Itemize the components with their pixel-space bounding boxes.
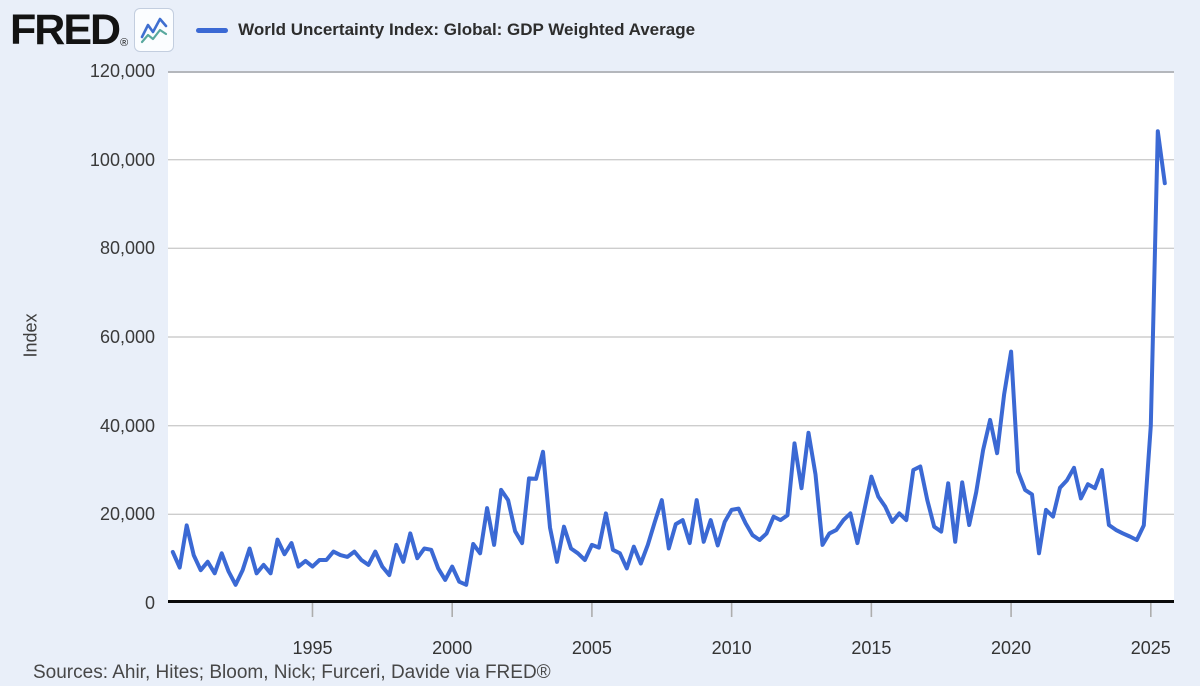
registered-trademark: ® (120, 37, 129, 49)
x-tick-label: 2020 (991, 638, 1032, 658)
series-title[interactable]: World Uncertainty Index: Global: GDP Wei… (238, 20, 696, 39)
series-line-chart (168, 71, 1174, 617)
x-tick-label: 2000 (432, 638, 473, 658)
x-tick-label: 2015 (851, 638, 892, 658)
y-tick-label: 0 (144, 593, 155, 613)
y-tick-label: 40,000 (99, 415, 155, 436)
x-tick-label: 2010 (711, 638, 752, 658)
fred-sparkline-icon (134, 8, 175, 52)
chart-plot-area[interactable] (168, 71, 1174, 617)
x-tick-label: 1995 (292, 638, 333, 658)
y-tick-label: 20,000 (99, 504, 155, 525)
sources-text: Sources: Ahir, Hites; Bloom, Nick; Furce… (33, 662, 551, 684)
x-tick-label: 2005 (571, 638, 612, 658)
sources-prefix: Sources: Ahir, Hites; Bloom, Nick; Furce… (33, 662, 485, 683)
series-line[interactable] (170, 129, 1167, 587)
chart-header: FRED ® World Uncertainty Index: Global: … (10, 6, 695, 54)
y-tick-label: 60,000 (99, 327, 155, 347)
chart-legend: World Uncertainty Index: Global: GDP Wei… (196, 20, 695, 40)
legend-line-swatch (196, 27, 229, 33)
x-tick-label: 2025 (1130, 638, 1171, 658)
y-tick-label: 100,000 (89, 149, 155, 170)
y-tick-label: 80,000 (99, 238, 155, 259)
y-tick-label: 120,000 (89, 61, 155, 81)
fred-logo[interactable]: FRED ® (10, 6, 175, 54)
fred-link[interactable]: FRED® (484, 662, 551, 683)
fred-logo-text: FRED (10, 6, 121, 54)
